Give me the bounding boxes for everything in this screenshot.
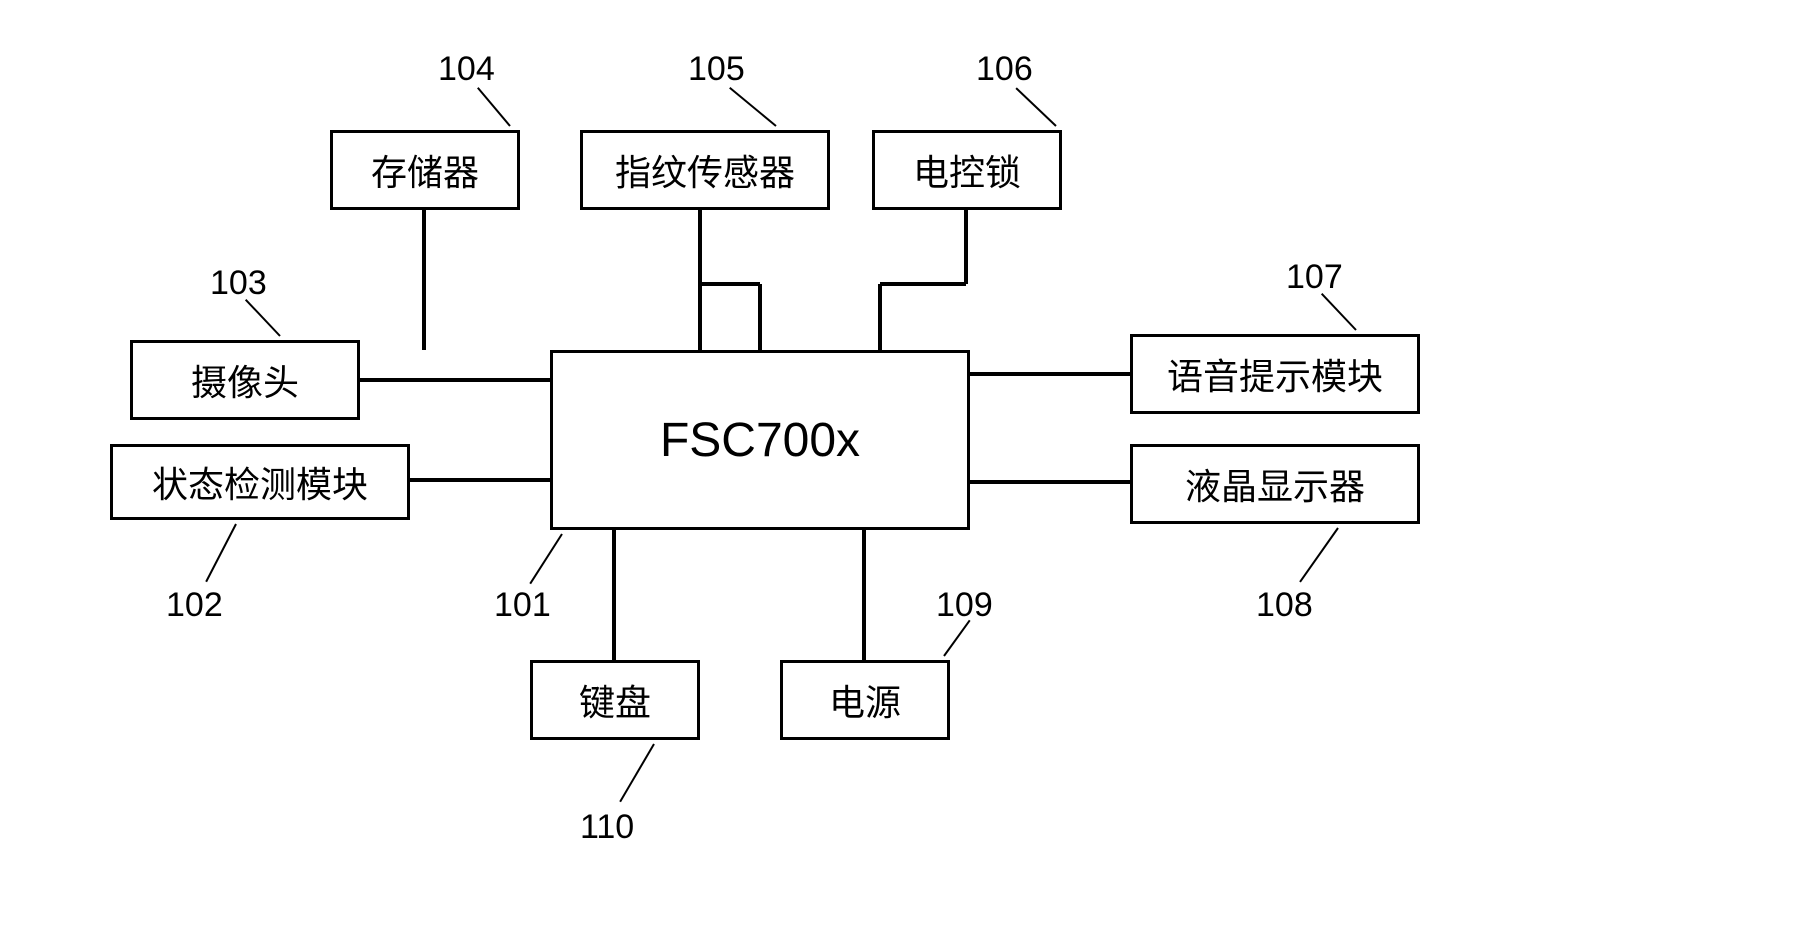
edge — [878, 284, 882, 350]
ref-label-108: 108 — [1256, 586, 1313, 625]
edge — [758, 284, 762, 350]
edge — [862, 530, 866, 660]
node-n105: 指纹传感器 — [580, 130, 830, 210]
edge — [880, 282, 966, 286]
ref-label-105: 105 — [688, 50, 745, 89]
edge — [700, 282, 760, 286]
leader-line — [477, 87, 511, 126]
leader-line — [619, 743, 655, 802]
node-n102: 状态检测模块 — [110, 444, 410, 520]
node-label: 语音提示模块 — [1167, 348, 1383, 400]
node-label: 电控锁 — [913, 144, 1021, 196]
node-n104: 存储器 — [330, 130, 520, 210]
node-label: 摄像头 — [191, 354, 299, 406]
node-n103: 摄像头 — [130, 340, 360, 420]
node-n110: 键盘 — [530, 660, 700, 740]
node-n106: 电控锁 — [872, 130, 1062, 210]
edge — [970, 480, 1130, 484]
ref-label-109: 109 — [936, 586, 993, 625]
leader-line — [529, 533, 563, 584]
leader-line — [245, 299, 280, 336]
node-label: 键盘 — [579, 674, 651, 726]
leader-line — [205, 524, 237, 583]
node-center: FSC700x — [550, 350, 970, 530]
edge — [360, 378, 550, 382]
node-n107: 语音提示模块 — [1130, 334, 1420, 414]
node-n108: 液晶显示器 — [1130, 444, 1420, 524]
edge — [410, 478, 550, 482]
edge — [964, 210, 968, 284]
edge — [422, 210, 426, 350]
ref-label-106: 106 — [976, 50, 1033, 89]
leader-line — [1015, 87, 1056, 126]
ref-label-107: 107 — [1286, 258, 1343, 297]
edge — [698, 210, 702, 350]
ref-label-102: 102 — [166, 586, 223, 625]
node-label: FSC700x — [660, 413, 860, 468]
ref-label-104: 104 — [438, 50, 495, 89]
node-n109: 电源 — [780, 660, 950, 740]
node-label: 状态检测模块 — [152, 456, 368, 508]
leader-line — [729, 87, 776, 127]
node-label: 液晶显示器 — [1185, 458, 1365, 510]
ref-label-101: 101 — [494, 586, 551, 625]
leader-line — [1321, 293, 1356, 330]
leader-line — [1299, 527, 1339, 582]
node-label: 存储器 — [371, 144, 479, 196]
edge — [970, 372, 1130, 376]
node-label: 电源 — [829, 674, 901, 726]
node-label: 指纹传感器 — [615, 144, 795, 196]
edge — [612, 530, 616, 660]
ref-label-103: 103 — [210, 264, 267, 303]
ref-label-110: 110 — [580, 808, 634, 847]
